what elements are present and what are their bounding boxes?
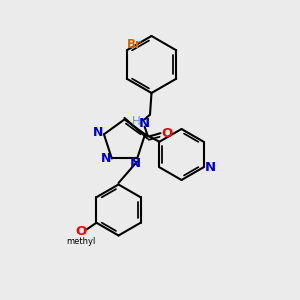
Text: O: O [75,225,86,238]
Text: methyl: methyl [66,237,95,246]
Text: N: N [130,158,141,170]
Text: N: N [205,161,216,174]
Text: N: N [101,152,112,165]
Text: N: N [139,116,150,130]
Text: H: H [132,115,141,128]
Text: Br: Br [127,38,142,51]
Text: O: O [161,127,172,140]
Text: N: N [93,126,104,139]
